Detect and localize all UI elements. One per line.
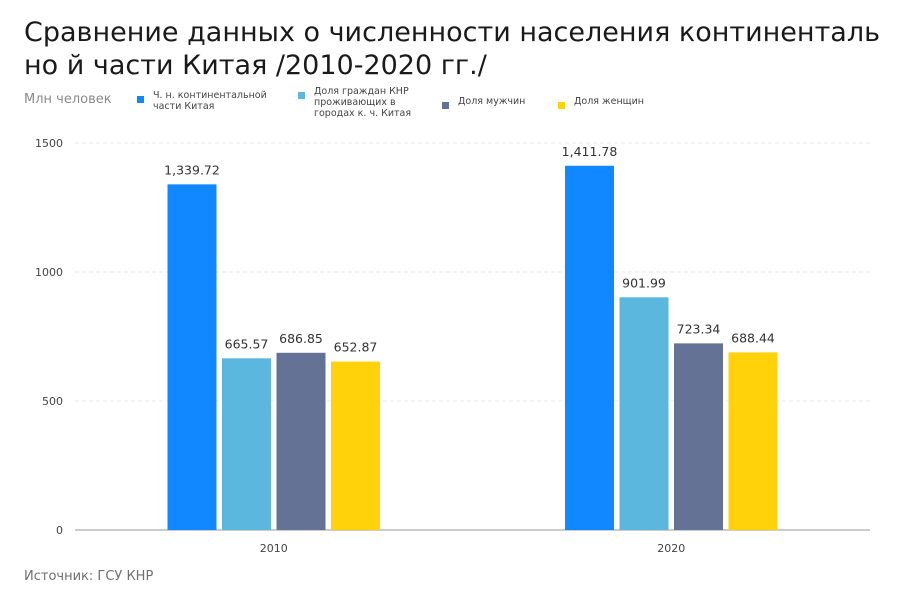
legend-item-women: Доля женщин [558, 96, 678, 109]
bar-women-2020 [728, 352, 778, 530]
data-label: 1,411.78 [562, 144, 618, 159]
legend-swatch-women [558, 102, 565, 109]
data-label: 723.34 [677, 321, 721, 336]
bar-urban-2020 [619, 297, 669, 530]
legend-label-total: Ч. н. континентальной части Китая [153, 90, 267, 112]
legend-item-urban: Доля граждан КНР проживающих в городах к… [298, 86, 428, 119]
y-tick-label: 500 [42, 395, 63, 408]
source-note: Источник: ГСУ КНР [24, 569, 154, 584]
data-label: 652.87 [334, 340, 378, 355]
bar-men-2010 [276, 352, 326, 530]
x-tick-label: 2010 [260, 542, 288, 555]
legend-label-men: Доля мужчин [458, 96, 526, 107]
y-axis-unit-label: Млн человек [24, 92, 112, 107]
data-label: 686.85 [279, 331, 323, 346]
legend-item-total: Ч. н. континентальной части Китая [137, 90, 287, 112]
legend-label-urban: Доля граждан КНР проживающих в городах к… [314, 86, 412, 119]
legend-label-women: Доля женщин [574, 96, 644, 107]
bar-total-2020 [565, 165, 614, 531]
data-label: 1,339.72 [164, 162, 220, 177]
y-tick-label: 0 [56, 524, 63, 537]
bar-urban-2010 [222, 358, 271, 530]
bar-women-2010 [331, 361, 380, 530]
legend-swatch-total [137, 96, 144, 103]
y-tick-label: 1000 [35, 266, 63, 279]
bar-men-2020 [674, 343, 723, 530]
y-tick-label: 1500 [35, 137, 63, 150]
data-label: 665.57 [225, 336, 269, 351]
chart-title: Сравнение данных о численности населения… [24, 17, 881, 81]
legend-swatch-men [442, 102, 449, 109]
legend-item-men: Доля мужчин [442, 96, 552, 109]
data-label: 688.44 [731, 330, 775, 345]
bar-total-2010 [167, 184, 217, 530]
legend-swatch-urban [298, 92, 305, 99]
x-tick-label: 2020 [657, 542, 685, 555]
data-label: 901.99 [622, 275, 666, 290]
